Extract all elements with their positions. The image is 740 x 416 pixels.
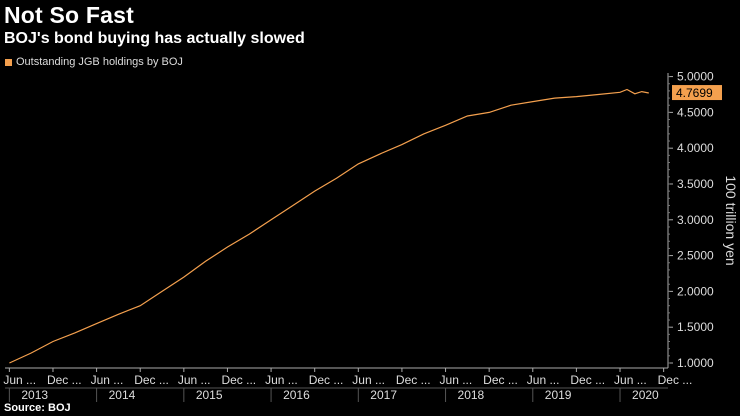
x-tick-label: Dec ... <box>570 373 605 387</box>
x-tick-label: Jun ... <box>614 373 647 387</box>
year-label: 2015 <box>196 388 223 402</box>
y-tick-label: 4.0000 <box>677 141 714 155</box>
chart-subtitle: BOJ's bond buying has actually slowed <box>4 30 305 47</box>
y-tick-label: 1.5000 <box>677 320 714 334</box>
y-tick-label: 5.0000 <box>677 70 714 84</box>
year-label: 2016 <box>283 388 310 402</box>
x-tick-label: Dec ... <box>221 373 256 387</box>
x-tick-label: Jun ... <box>265 373 298 387</box>
chart-title: Not So Fast <box>4 2 134 28</box>
x-tick-label: Jun ... <box>527 373 560 387</box>
y-tick-label: 4.5000 <box>677 105 714 119</box>
x-tick-label: Jun ... <box>91 373 124 387</box>
x-tick-label: Dec ... <box>483 373 518 387</box>
x-tick-label: Jun ... <box>178 373 211 387</box>
year-label: 2013 <box>21 388 48 402</box>
last-value-label: 4.7699 <box>676 86 713 100</box>
x-tick-label: Jun ... <box>3 373 36 387</box>
y-tick-label: 3.5000 <box>677 177 714 191</box>
chart-source: Source: BOJ <box>4 402 71 414</box>
legend-swatch <box>5 58 12 66</box>
x-tick-label: Dec ... <box>47 373 82 387</box>
series-line <box>9 88 649 364</box>
x-tick-label: Dec ... <box>309 373 344 387</box>
year-label: 2014 <box>109 388 136 402</box>
year-label: 2018 <box>458 388 485 402</box>
y-axis-label: 100 trillion yen <box>723 175 739 265</box>
x-tick-label: Dec ... <box>134 373 169 387</box>
x-tick-label: Dec ... <box>396 373 431 387</box>
last-value-badge <box>672 85 722 101</box>
x-tick-label: Jun ... <box>440 373 473 387</box>
year-label: 2019 <box>545 388 572 402</box>
x-tick-label: Dec ... <box>658 373 693 387</box>
chart-legend: Outstanding JGB holdings by BOJ <box>5 56 183 68</box>
x-tick-label: Jun ... <box>352 373 385 387</box>
y-tick-label: 2.5000 <box>677 249 714 263</box>
legend-label: Outstanding JGB holdings by BOJ <box>16 56 183 68</box>
y-tick-label: 2.0000 <box>677 284 714 298</box>
y-tick-label: 1.0000 <box>677 356 714 370</box>
year-label: 2017 <box>370 388 397 402</box>
y-tick-label: 3.0000 <box>677 213 714 227</box>
year-label: 2020 <box>632 388 659 402</box>
